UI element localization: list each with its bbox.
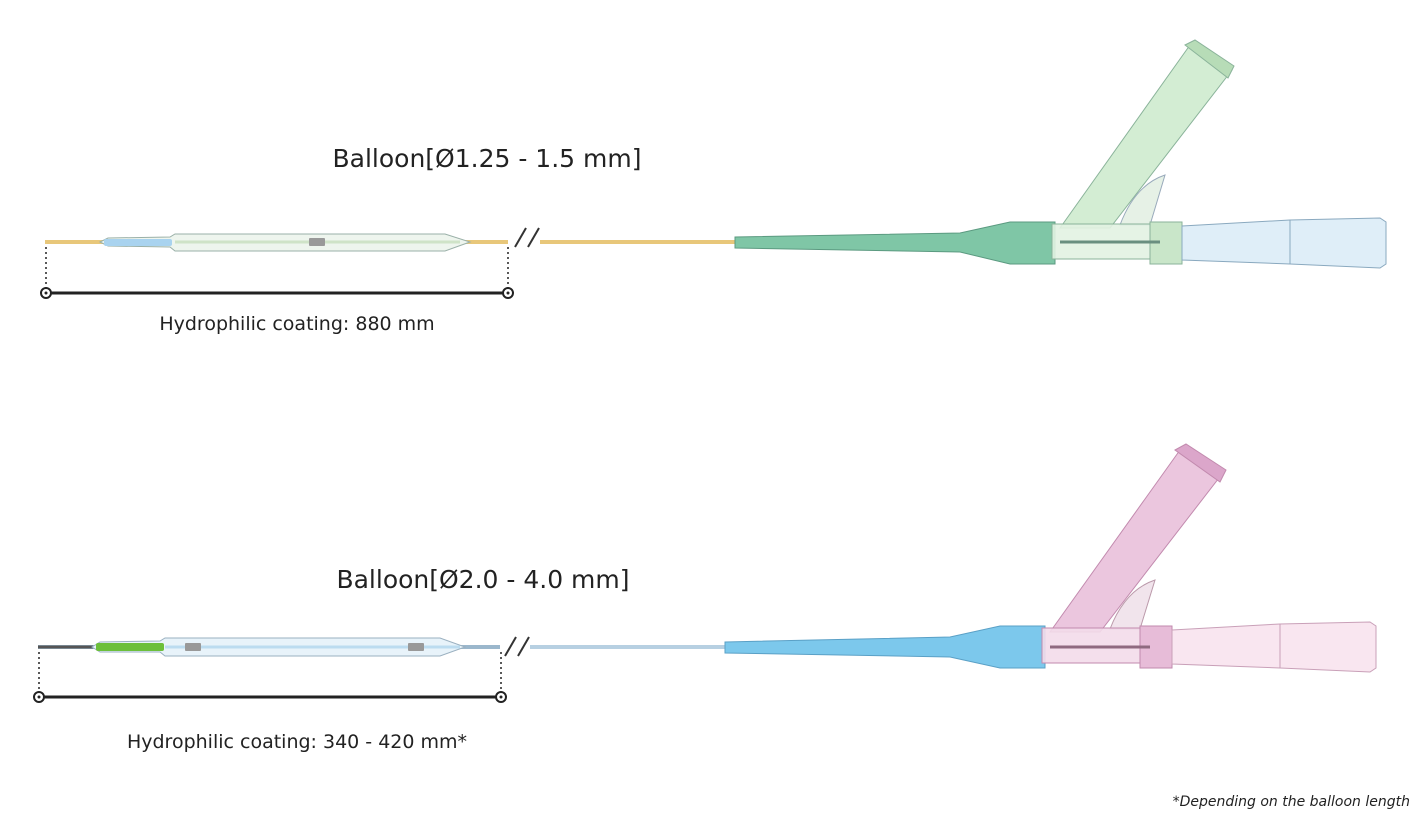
catheter-2: Balloon[Ø2.0 - 4.0 mm] Hydrophilic coati…	[33, 443, 1377, 753]
catheter-1: Balloon[Ø1.25 - 1.5 mm] Hydrophilic coat…	[40, 39, 1387, 335]
coating-label: Hydrophilic coating: 880 mm	[159, 313, 434, 335]
balloon-label: Balloon[Ø2.0 - 4.0 mm]	[336, 565, 629, 594]
balloon-label: Balloon[Ø1.25 - 1.5 mm]	[333, 144, 642, 173]
footnote: *Depending on the balloon length	[1173, 794, 1410, 810]
coating-label: Hydrophilic coating: 340 - 420 mm*	[127, 731, 467, 753]
